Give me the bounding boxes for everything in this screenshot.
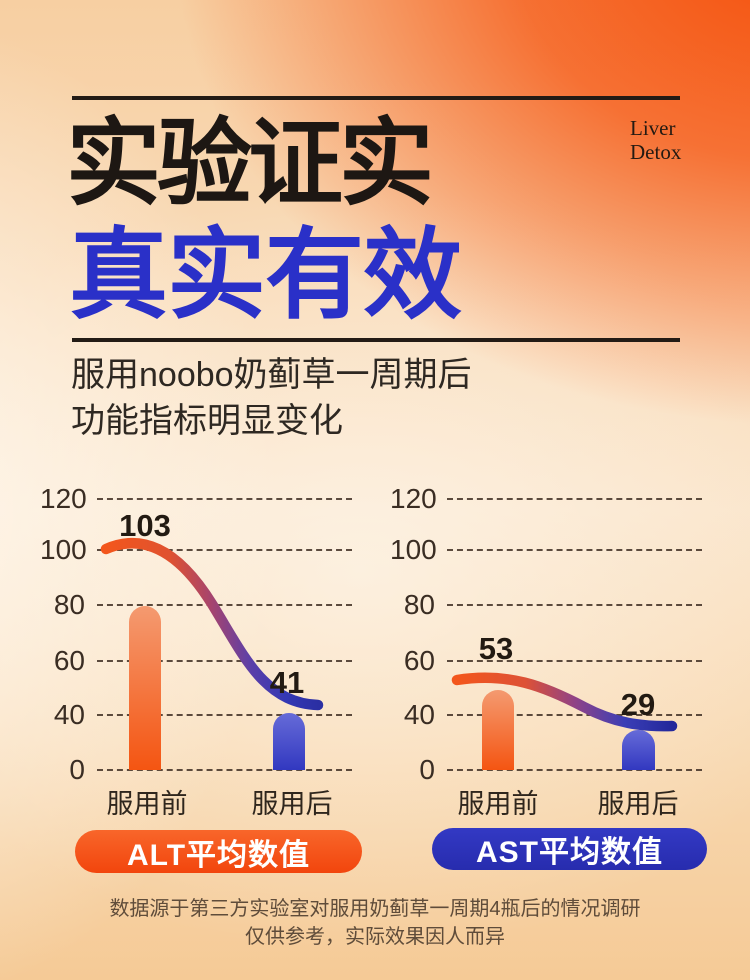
bar-before — [129, 606, 161, 770]
ytick-label: 100 — [40, 534, 87, 565]
footnote-line1: 数据源于第三方实验室对服用奶蓟草一周期4瓶后的情况调研 — [109, 898, 641, 920]
ytick-label: 60 — [403, 645, 435, 676]
brand-line1: Liver — [630, 116, 676, 140]
ytick-label: 120 — [40, 483, 87, 514]
category-before: 服用前 — [106, 789, 188, 819]
footnote-line2: 仅供参考，实际效果因人而异 — [245, 926, 505, 948]
brand-logo: Liver Detox — [630, 116, 681, 164]
category-before: 服用前 — [457, 789, 539, 819]
subtitle: 服用noobo奶蓟草一周期后 功能指标明显变化 — [71, 352, 472, 444]
category-after: 服用后 — [251, 789, 333, 819]
headline-primary: 实验证实 — [66, 111, 434, 217]
chart-alt: 120 100 80 60 40 0 103 41 服用前 服用后 — [40, 483, 360, 820]
ytick-label: 100 — [390, 534, 437, 565]
ytick-label: 0 — [419, 754, 435, 785]
ytick-label: 40 — [403, 699, 435, 730]
value-after: 29 — [620, 687, 656, 722]
value-before: 103 — [119, 508, 171, 543]
ytick-label: 60 — [53, 645, 85, 676]
chart-ast: 120 100 80 60 40 0 53 29 服用前 服用后 — [390, 483, 710, 820]
ytick-label: 80 — [53, 589, 85, 620]
bar-after — [622, 730, 655, 770]
trend-curve — [100, 537, 324, 711]
headline-secondary: 真实有效 — [69, 219, 462, 330]
legend-pill-ast: AST平均数值 — [432, 828, 707, 870]
bar-before — [482, 690, 514, 770]
subtitle-line2: 功能指标明显变化 — [71, 402, 343, 440]
legend-pill-alt-label: ALT平均数值 — [126, 838, 311, 872]
trend-curve — [451, 672, 678, 732]
value-after: 41 — [269, 665, 305, 700]
legend-pill-alt: ALT平均数值 — [75, 830, 362, 873]
legend-pill-ast-label: AST平均数值 — [476, 836, 663, 869]
ytick-label: 80 — [403, 589, 435, 620]
brand-line2: Detox — [630, 140, 682, 164]
category-after: 服用后 — [597, 789, 679, 819]
ytick-label: 120 — [390, 483, 437, 514]
subtitle-line1: 服用noobo奶蓟草一周期后 — [71, 356, 472, 394]
bar-after — [273, 713, 305, 770]
divider-rule — [72, 338, 680, 342]
ytick-label: 0 — [69, 754, 85, 785]
ytick-label: 40 — [53, 699, 85, 730]
top-rule — [72, 96, 680, 100]
value-before: 53 — [478, 631, 514, 666]
